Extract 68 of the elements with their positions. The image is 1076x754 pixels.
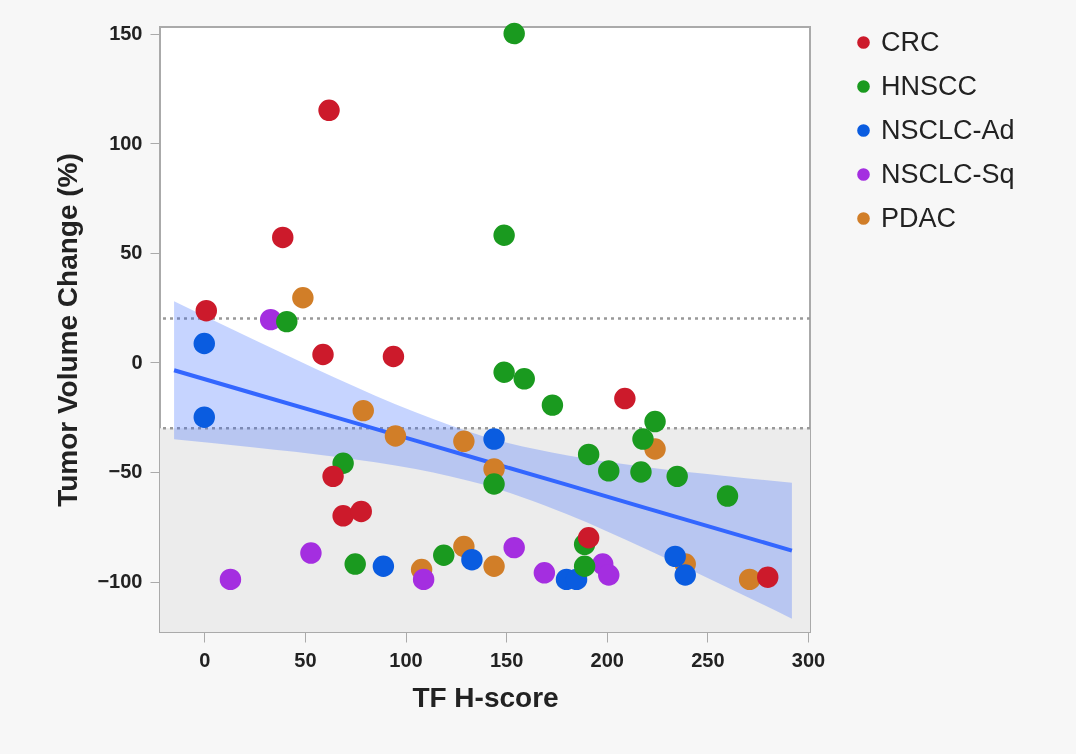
point xyxy=(412,568,435,591)
x-tick-label: 50 xyxy=(294,648,317,671)
x-tick-label: 0 xyxy=(199,648,211,671)
point xyxy=(716,485,739,507)
point xyxy=(630,461,652,483)
point xyxy=(350,500,372,523)
point xyxy=(384,425,407,447)
y-tick-label: −100 xyxy=(97,570,143,593)
point xyxy=(577,527,600,549)
point xyxy=(577,443,600,466)
point xyxy=(483,428,505,450)
y-tick-label: 150 xyxy=(109,22,143,45)
point xyxy=(292,287,314,309)
point xyxy=(372,555,395,577)
point xyxy=(666,465,688,488)
point xyxy=(598,460,620,482)
point xyxy=(453,430,475,452)
point xyxy=(533,562,556,584)
legend-label: CRC xyxy=(881,26,940,57)
point xyxy=(483,473,505,495)
point xyxy=(195,299,218,322)
point xyxy=(344,553,366,575)
y-tick-label: 100 xyxy=(109,131,143,154)
legend-label: PDAC xyxy=(881,202,957,233)
point xyxy=(312,343,334,366)
point xyxy=(757,566,779,588)
point xyxy=(493,361,515,383)
point xyxy=(322,465,344,488)
y-axis-title: Tumor Volume Change (%) xyxy=(52,153,84,507)
x-tick-label: 300 xyxy=(791,648,826,671)
point xyxy=(503,536,525,559)
point xyxy=(461,548,483,571)
x-tick-label: 100 xyxy=(389,648,423,671)
point xyxy=(513,368,535,390)
point xyxy=(614,387,636,410)
legend-label: HNSCC xyxy=(881,70,978,101)
x-tick-label: 200 xyxy=(590,648,624,671)
point xyxy=(318,99,340,121)
point xyxy=(573,555,596,577)
point xyxy=(738,568,761,591)
x-axis-title: TF H-score xyxy=(412,681,559,713)
point xyxy=(193,406,215,428)
legend-label: NSCLC-Sq xyxy=(881,158,1015,189)
point xyxy=(276,310,298,333)
point xyxy=(219,568,242,591)
point xyxy=(433,544,455,566)
point xyxy=(352,399,374,422)
legend-label: NSCLC-Ad xyxy=(881,114,1015,145)
point xyxy=(541,394,564,416)
point xyxy=(644,410,666,433)
y-tick-label: 0 xyxy=(131,350,143,373)
point xyxy=(664,545,686,568)
point xyxy=(493,224,515,246)
point xyxy=(483,555,505,577)
point xyxy=(193,332,215,355)
point xyxy=(382,345,405,368)
x-tick-label: 150 xyxy=(489,648,524,671)
x-tick-label: 250 xyxy=(691,648,725,671)
point xyxy=(674,564,696,586)
point xyxy=(300,542,322,564)
line-series xyxy=(172,368,794,553)
point xyxy=(598,564,620,586)
point xyxy=(632,428,654,450)
point xyxy=(503,22,525,45)
y-tick-label: 50 xyxy=(120,241,143,264)
y-tick-label: −50 xyxy=(108,460,143,483)
point xyxy=(272,226,294,249)
point xyxy=(332,505,354,527)
